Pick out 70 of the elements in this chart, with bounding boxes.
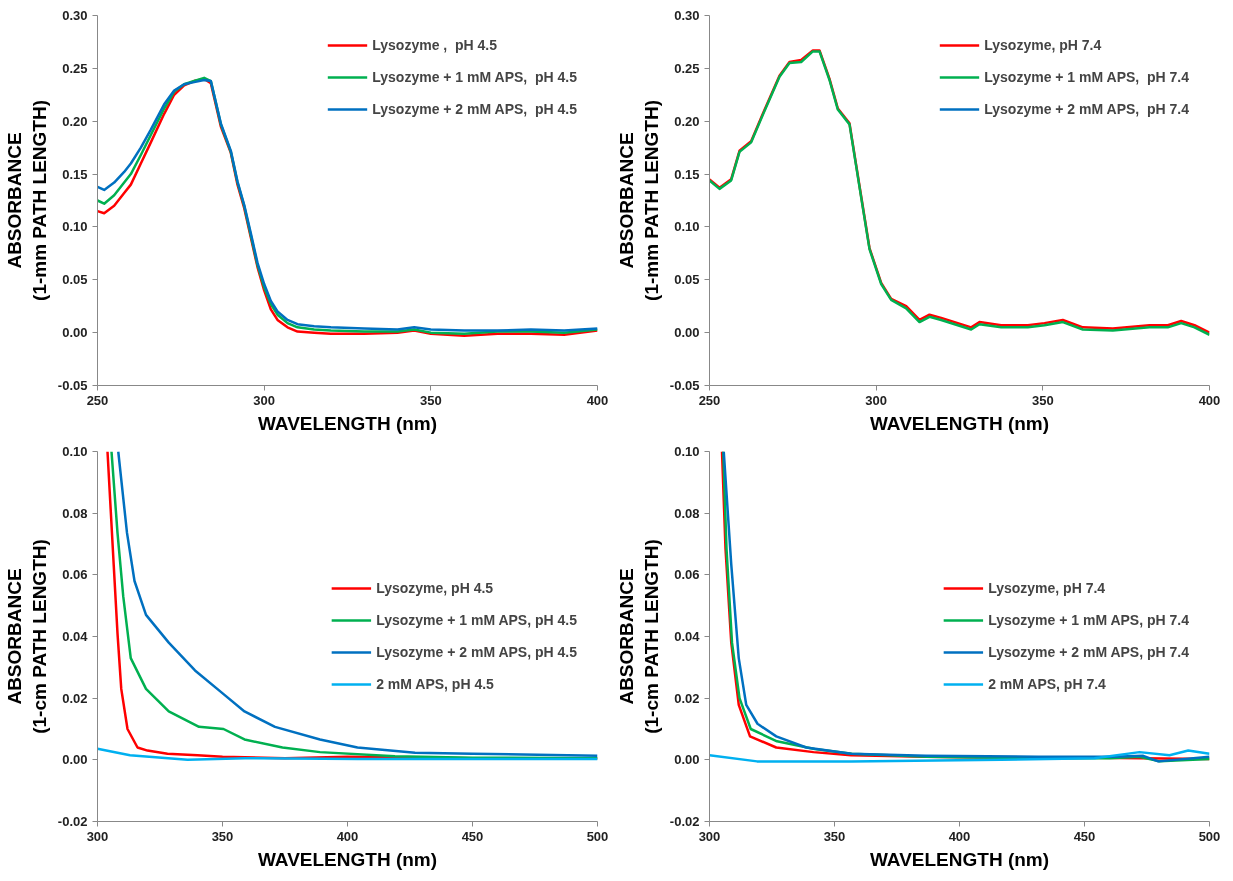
y-tick-label: 0.08 (62, 505, 88, 521)
x-axis-title: WAVELENGTH (nm) (869, 848, 1050, 870)
y-tick-label: -0.02 (57, 814, 88, 829)
x-axis-title: WAVELENGTH (nm) (869, 412, 1050, 434)
x-tick-label: 300 (865, 392, 888, 408)
x-tick-label: 400 (586, 392, 609, 408)
y-tick-label: -0.02 (669, 814, 700, 829)
y-tick-label: 0.10 (62, 219, 88, 235)
y-tick-label: -0.05 (669, 378, 700, 393)
legend-label: Lysozyme, pH 7.4 (984, 37, 1102, 53)
legend-label: Lysozyme , pH 4.5 (372, 37, 497, 53)
x-tick-label: 350 (419, 392, 442, 408)
x-tick-label: 500 (1198, 828, 1221, 844)
y-tick-label: 0.04 (674, 629, 701, 644)
x-tick-label: 400 (336, 828, 359, 844)
x-tick-label: 300 (253, 392, 276, 408)
x-tick-label: 300 (698, 828, 721, 844)
x-tick-label: 300 (86, 828, 109, 844)
y-axis-title: ABSORBANCE (1-cm PATH LENGTH) (3, 539, 50, 734)
legend-label: Lysozyme + 2 mM APS, pH 7.4 (984, 101, 1189, 117)
y-tick-label: 0.00 (674, 752, 700, 768)
y-tick-label: -0.05 (57, 378, 88, 393)
x-tick-label: 400 (948, 828, 971, 844)
y-tick-label: 0.08 (674, 505, 700, 521)
y-tick-label: 0.06 (62, 567, 88, 583)
x-tick-label: 400 (1198, 392, 1221, 408)
legend-label: Lysozyme, pH 7.4 (988, 580, 1106, 596)
y-tick-label: 0.15 (62, 166, 88, 182)
y-tick-label: 0.30 (62, 8, 88, 23)
x-tick-label: 350 (1031, 392, 1054, 408)
y-tick-label: 0.04 (62, 629, 89, 644)
x-tick-label: 500 (586, 828, 609, 844)
legend-label: Lysozyme + 1 mM APS, pH 4.5 (376, 612, 577, 628)
y-axis-title: ABSORBANCE (1-mm PATH LENGTH) (3, 100, 50, 301)
y-tick-label: 0.20 (674, 113, 700, 129)
y-tick-label: 0.00 (62, 752, 88, 768)
y-tick-label: 0.00 (674, 325, 700, 341)
legend-label: 2 mM APS, pH 4.5 (376, 676, 494, 692)
x-tick-label: 350 (211, 828, 234, 844)
y-tick-label: 0.15 (674, 166, 700, 182)
legend-label: Lysozyme + 2 mM APS, pH 7.4 (988, 644, 1189, 660)
x-axis-title: WAVELENGTH (nm) (257, 412, 438, 434)
y-tick-label: 0.10 (674, 444, 700, 459)
y-tick-label: 0.05 (674, 272, 700, 288)
y-tick-label: 0.02 (674, 690, 700, 706)
x-tick-label: 350 (823, 828, 846, 844)
x-tick-label: 250 (86, 392, 109, 408)
y-axis-title: ABSORBANCE (1-mm PATH LENGTH) (615, 100, 662, 301)
legend-label: 2 mM APS, pH 7.4 (988, 676, 1106, 692)
legend-label: Lysozyme + 1 mM APS, pH 7.4 (988, 612, 1189, 628)
y-tick-label: 0.30 (674, 8, 700, 23)
y-tick-label: 0.20 (62, 113, 88, 129)
x-tick-label: 450 (1073, 828, 1096, 844)
x-tick-label: 450 (461, 828, 484, 844)
x-axis-title: WAVELENGTH (nm) (257, 848, 438, 870)
y-tick-label: 0.25 (62, 60, 88, 76)
legend-label: Lysozyme + 1 mM APS, pH 7.4 (984, 69, 1189, 85)
y-tick-label: 0.00 (62, 325, 88, 341)
y-tick-label: 0.05 (62, 272, 88, 288)
legend-label: Lysozyme + 1 mM APS, pH 4.5 (372, 69, 577, 85)
legend-label: Lysozyme, pH 4.5 (376, 580, 494, 596)
y-axis-title: ABSORBANCE (1-cm PATH LENGTH) (615, 539, 662, 734)
legend-label: Lysozyme + 2 mM APS, pH 4.5 (372, 101, 577, 117)
x-tick-label: 250 (698, 392, 721, 408)
y-tick-label: 0.06 (674, 567, 700, 583)
y-tick-label: 0.10 (62, 444, 88, 459)
y-tick-label: 0.25 (674, 60, 700, 76)
y-tick-label: 0.02 (62, 690, 88, 706)
y-tick-label: 0.10 (674, 219, 700, 235)
legend-label: Lysozyme + 2 mM APS, pH 4.5 (376, 644, 577, 660)
